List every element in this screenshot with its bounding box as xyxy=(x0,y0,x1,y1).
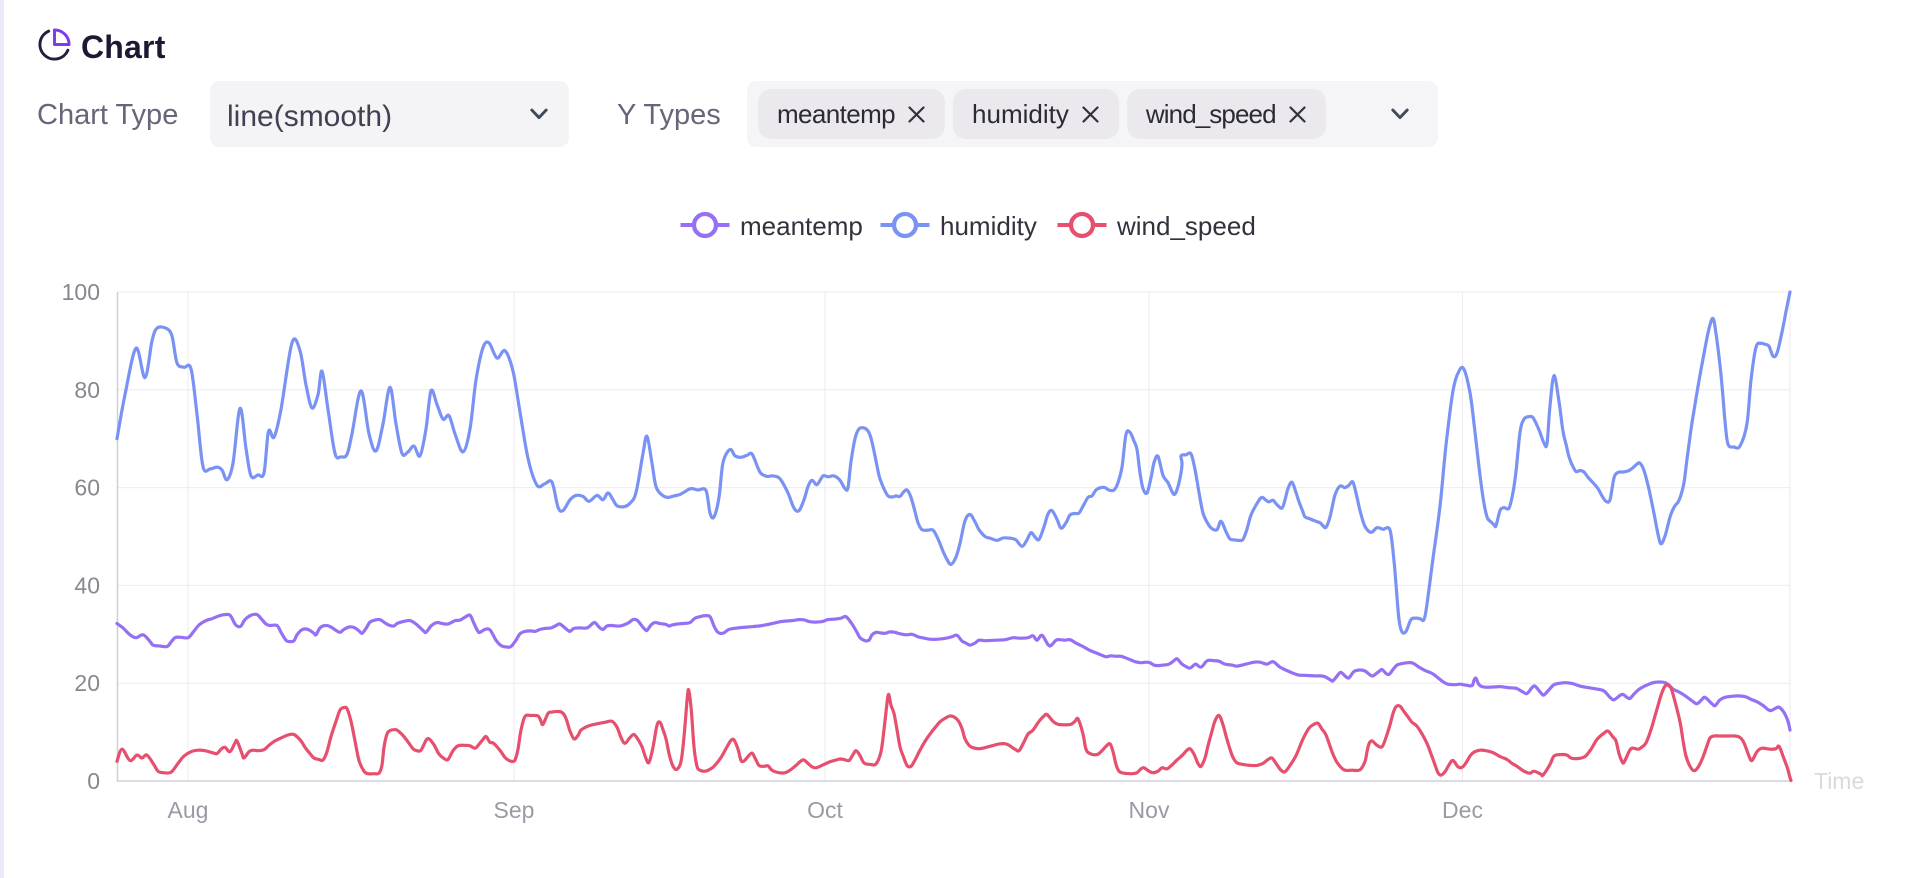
svg-text:Time: Time xyxy=(1814,768,1864,794)
svg-text:40: 40 xyxy=(74,572,100,598)
svg-text:Aug: Aug xyxy=(168,797,209,823)
svg-text:0: 0 xyxy=(87,768,100,794)
svg-text:Sep: Sep xyxy=(494,797,535,823)
svg-text:Oct: Oct xyxy=(807,797,843,823)
svg-text:60: 60 xyxy=(74,475,100,501)
svg-text:100: 100 xyxy=(62,279,100,305)
svg-text:Nov: Nov xyxy=(1129,797,1170,823)
svg-text:Dec: Dec xyxy=(1442,797,1483,823)
svg-text:80: 80 xyxy=(74,377,100,403)
svg-text:20: 20 xyxy=(74,670,100,696)
